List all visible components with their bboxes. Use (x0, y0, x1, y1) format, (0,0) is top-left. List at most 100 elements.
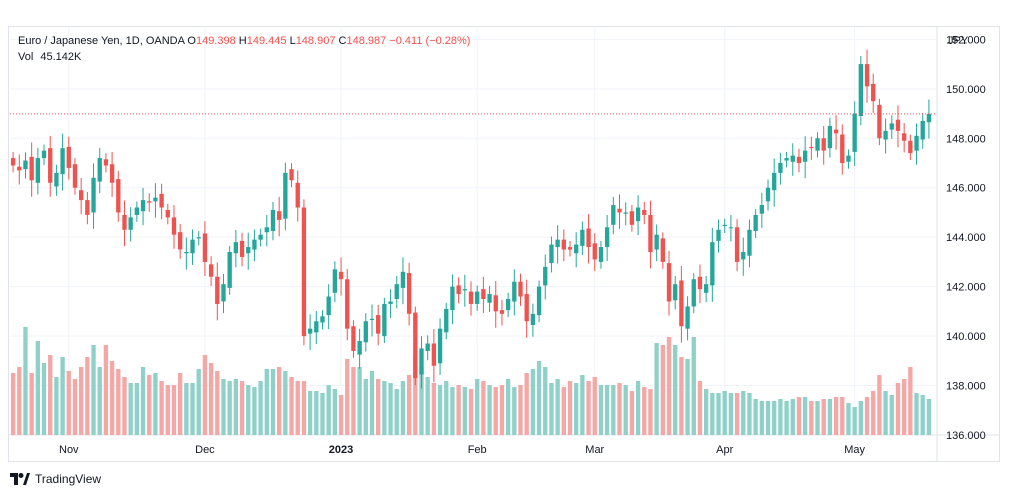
volume-bar (703, 389, 709, 435)
volume-bar (697, 381, 703, 435)
candle-body (233, 242, 239, 254)
volume-bar (846, 403, 851, 435)
volume-bar (598, 385, 604, 435)
volume-bar (394, 389, 399, 435)
candle-body (710, 242, 715, 286)
price-tick-label: 142.000 (946, 282, 986, 294)
candle-body (78, 190, 84, 201)
candle-body (889, 123, 894, 130)
high-label: H (238, 35, 247, 47)
volume-bar (809, 401, 814, 435)
candle-body (468, 291, 474, 304)
candle-body (357, 341, 362, 355)
volume-bar (258, 381, 263, 435)
volume-bar (264, 369, 269, 435)
candle-body (679, 280, 684, 327)
volume-bar (78, 367, 84, 435)
volume-bar (611, 385, 616, 435)
volume-bar (635, 381, 641, 435)
candle-body (666, 263, 672, 302)
volume-bar (48, 355, 53, 435)
candle-body (227, 252, 232, 288)
candle-body (376, 315, 381, 334)
candle-body (858, 64, 864, 117)
candle-body (394, 284, 399, 299)
volume-bar (456, 385, 461, 435)
volume-bar (91, 345, 96, 435)
candle-body (852, 113, 857, 152)
volume-bar (462, 387, 467, 435)
candle-body (270, 209, 276, 231)
candle-body (369, 318, 375, 321)
volume-bar (314, 391, 319, 435)
volume-bar (270, 369, 276, 435)
volume-bar (159, 381, 164, 435)
candle-body (400, 271, 406, 288)
candle-body (524, 294, 529, 322)
high-value: 149.445 (246, 35, 287, 47)
candle-body (901, 133, 907, 141)
volume-bar (666, 337, 672, 435)
candle-body (549, 244, 554, 264)
time-axis: Nov Dec 2023 Feb Mar Apr May (59, 444, 866, 456)
candle-body (35, 158, 41, 183)
low-value: 148.907 (295, 35, 336, 47)
volume-bar (147, 375, 152, 435)
candle-body (17, 166, 22, 171)
candle-body (914, 135, 919, 151)
volume-bar (178, 373, 183, 435)
candle-body (184, 252, 189, 254)
candle-body (444, 308, 449, 333)
volume-bar (840, 397, 845, 435)
candle-body (642, 209, 647, 215)
tradingview-footer[interactable]: TradingView (10, 472, 101, 486)
volume-bar (17, 367, 22, 435)
candle-body (85, 200, 90, 215)
candle-body (258, 234, 263, 240)
volume-bar (561, 387, 566, 435)
candle-body (753, 214, 758, 231)
symbol-name[interactable]: Euro / Japanese Yen, 1D, OANDA (18, 35, 185, 47)
volume-bar (734, 393, 740, 435)
candle-body (833, 129, 839, 134)
volume-bar (753, 399, 758, 435)
volume-bar (685, 359, 690, 435)
volume-bar (277, 367, 282, 435)
time-tick-label: Feb (468, 444, 487, 456)
candle-body (815, 138, 820, 151)
candle-body (481, 289, 486, 299)
candle-body (536, 286, 542, 316)
price-axis-unit[interactable]: JPY (948, 35, 969, 47)
volume-bar (41, 363, 47, 435)
candle-body (450, 286, 455, 311)
candle-body (314, 321, 319, 333)
volume-bar (425, 377, 430, 435)
volume-bar (901, 379, 907, 435)
volume-bar (648, 389, 653, 435)
volume-bar (134, 383, 140, 435)
candle-body (759, 205, 764, 214)
candle-body (765, 187, 771, 202)
candle-body (91, 177, 96, 213)
volume-bar (617, 383, 622, 435)
volume-bar (295, 381, 300, 435)
candle-body (840, 134, 845, 163)
volume-bar (914, 393, 919, 435)
volume-bar (283, 371, 288, 435)
volume-bar (208, 363, 214, 435)
volume-bars (10, 327, 932, 435)
time-tick-label: Nov (59, 444, 79, 456)
candle-body (802, 150, 808, 162)
volume-legend: Vol 45.142K (18, 51, 81, 63)
candle-body (660, 238, 665, 262)
candle-body (116, 179, 121, 213)
candle-body (41, 150, 47, 159)
volume-bar (722, 391, 727, 435)
volume-bar (196, 369, 201, 435)
candle-body (382, 303, 387, 337)
candle-body (190, 239, 195, 254)
candle-body (456, 285, 461, 295)
change-value: −0.411 (−0.28%) (389, 35, 471, 47)
candle-body (147, 201, 152, 203)
